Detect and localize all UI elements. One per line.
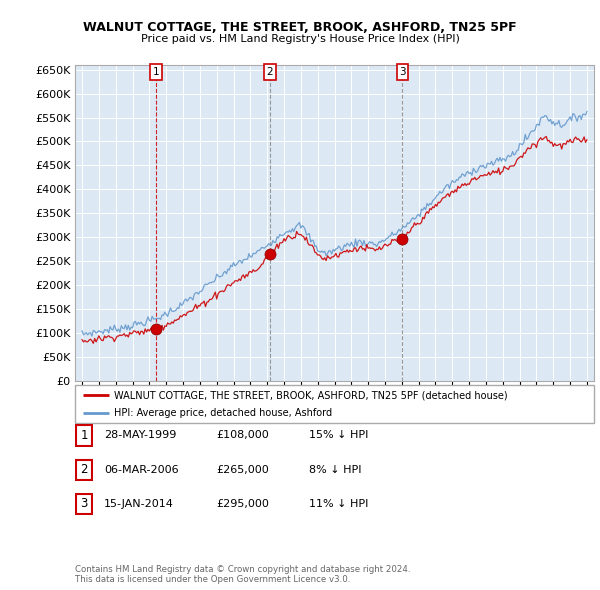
Text: £108,000: £108,000 (216, 431, 269, 440)
FancyBboxPatch shape (76, 460, 92, 480)
Text: 15-JAN-2014: 15-JAN-2014 (104, 499, 173, 509)
Text: 15% ↓ HPI: 15% ↓ HPI (309, 431, 368, 440)
Text: 06-MAR-2006: 06-MAR-2006 (104, 465, 178, 474)
Text: Contains HM Land Registry data © Crown copyright and database right 2024.
This d: Contains HM Land Registry data © Crown c… (75, 565, 410, 584)
Text: Price paid vs. HM Land Registry's House Price Index (HPI): Price paid vs. HM Land Registry's House … (140, 34, 460, 44)
Text: £265,000: £265,000 (216, 465, 269, 474)
Text: WALNUT COTTAGE, THE STREET, BROOK, ASHFORD, TN25 5PF (detached house): WALNUT COTTAGE, THE STREET, BROOK, ASHFO… (114, 390, 508, 400)
Text: 1: 1 (153, 67, 160, 77)
FancyBboxPatch shape (76, 425, 92, 445)
Text: £295,000: £295,000 (216, 499, 269, 509)
Text: 28-MAY-1999: 28-MAY-1999 (104, 431, 176, 440)
Text: 3: 3 (80, 497, 88, 510)
Text: HPI: Average price, detached house, Ashford: HPI: Average price, detached house, Ashf… (114, 408, 332, 418)
Text: 11% ↓ HPI: 11% ↓ HPI (309, 499, 368, 509)
Text: 2: 2 (80, 463, 88, 476)
Text: WALNUT COTTAGE, THE STREET, BROOK, ASHFORD, TN25 5PF: WALNUT COTTAGE, THE STREET, BROOK, ASHFO… (83, 21, 517, 34)
Text: 3: 3 (399, 67, 406, 77)
Text: 8% ↓ HPI: 8% ↓ HPI (309, 465, 361, 474)
Text: 2: 2 (267, 67, 274, 77)
FancyBboxPatch shape (76, 494, 92, 514)
Text: 1: 1 (80, 429, 88, 442)
FancyBboxPatch shape (75, 385, 594, 423)
